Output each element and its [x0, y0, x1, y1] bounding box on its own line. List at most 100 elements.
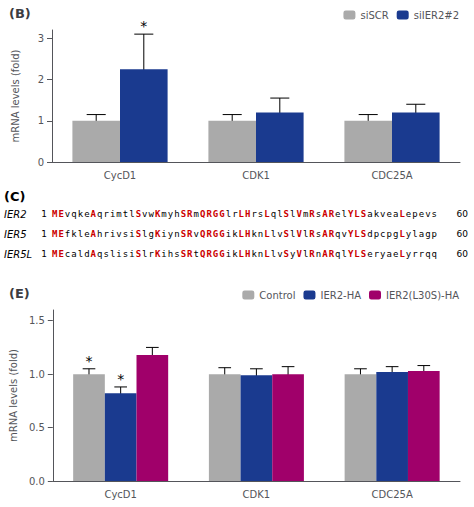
svg-text:R: R: [206, 209, 212, 219]
svg-text:(E): (E): [9, 286, 30, 301]
svg-text:G: G: [213, 209, 218, 219]
svg-text:s: s: [316, 209, 321, 219]
svg-text:S: S: [284, 229, 289, 239]
svg-text:1.0: 1.0: [29, 369, 45, 380]
svg-text:a: a: [387, 249, 392, 259]
svg-text:R: R: [187, 209, 193, 219]
svg-text:k: k: [374, 209, 380, 219]
svg-text:l: l: [110, 249, 115, 259]
svg-text:q: q: [432, 249, 437, 259]
svg-text:S: S: [361, 229, 366, 239]
svg-text:CDK1: CDK1: [242, 170, 270, 181]
svg-text:i: i: [129, 229, 134, 239]
svg-text:G: G: [219, 229, 224, 239]
svg-text:Y: Y: [348, 249, 354, 259]
svg-text:p: p: [387, 229, 392, 239]
svg-text:Q: Q: [200, 249, 206, 259]
svg-text:R: R: [309, 229, 315, 239]
svg-text:h: h: [97, 229, 102, 239]
svg-text:L: L: [264, 249, 270, 259]
svg-text:q: q: [335, 249, 340, 259]
svg-text:L: L: [264, 229, 270, 239]
svg-text:l: l: [142, 249, 147, 259]
svg-text:k: k: [232, 249, 238, 259]
svg-text:k: k: [251, 229, 257, 239]
svg-text:60: 60: [457, 249, 469, 259]
svg-text:R: R: [329, 209, 335, 219]
svg-text:S: S: [181, 229, 186, 239]
svg-text:i: i: [110, 209, 115, 219]
svg-text:i: i: [226, 249, 231, 259]
svg-text:q: q: [97, 249, 102, 259]
svg-text:r: r: [374, 249, 380, 259]
svg-text:(B): (B): [9, 6, 31, 21]
svg-text:H: H: [245, 209, 250, 219]
svg-text:r: r: [149, 249, 155, 259]
svg-text:a: a: [419, 229, 424, 239]
svg-text:s: s: [123, 249, 128, 259]
svg-text:k: k: [71, 229, 77, 239]
svg-text:m: m: [116, 209, 121, 219]
svg-text:A: A: [91, 229, 97, 239]
svg-text:l: l: [342, 209, 347, 219]
svg-text:a: a: [393, 209, 398, 219]
svg-text:p: p: [412, 209, 417, 219]
svg-text:l: l: [303, 229, 308, 239]
svg-text:v: v: [342, 229, 347, 239]
svg-text:i: i: [161, 229, 166, 239]
svg-text:q: q: [97, 209, 102, 219]
svg-text:L: L: [399, 249, 405, 259]
svg-text:S: S: [136, 209, 141, 219]
svg-text:*: *: [85, 353, 92, 369]
svg-text:l: l: [271, 229, 276, 239]
svg-text:e: e: [419, 209, 424, 219]
svg-text:t: t: [194, 249, 199, 259]
svg-text:60: 60: [457, 229, 469, 239]
svg-text:Q: Q: [200, 209, 206, 219]
svg-text:y: y: [290, 249, 296, 259]
svg-text:r: r: [103, 229, 109, 239]
svg-text:R: R: [329, 249, 335, 259]
svg-text:A: A: [91, 249, 97, 259]
svg-text:q: q: [335, 229, 340, 239]
svg-text:y: y: [380, 249, 386, 259]
svg-text:l: l: [226, 209, 231, 219]
svg-text:L: L: [264, 209, 270, 219]
svg-text:S: S: [284, 209, 289, 219]
svg-text:3: 3: [38, 33, 44, 44]
svg-text:IER2: IER2: [4, 209, 27, 220]
svg-text:v: v: [277, 249, 282, 259]
svg-text:S: S: [284, 249, 289, 259]
svg-text:r: r: [232, 209, 238, 219]
svg-text:1.5: 1.5: [29, 315, 45, 326]
svg-text:i: i: [226, 229, 231, 239]
svg-text:V: V: [296, 209, 302, 219]
svg-text:a: a: [71, 249, 76, 259]
svg-text:m: m: [161, 209, 166, 219]
svg-text:e: e: [84, 209, 89, 219]
svg-text:G: G: [219, 209, 224, 219]
svg-text:siSCR: siSCR: [360, 10, 388, 21]
svg-text:s: s: [316, 229, 321, 239]
svg-text:S: S: [136, 249, 141, 259]
svg-text:(C): (C): [4, 189, 25, 204]
svg-text:R: R: [187, 249, 193, 259]
svg-text:v: v: [277, 229, 282, 239]
svg-text:R: R: [206, 229, 212, 239]
svg-text:l: l: [277, 209, 282, 219]
svg-text:R: R: [309, 209, 315, 219]
svg-text:*: *: [117, 371, 124, 387]
svg-text:A: A: [91, 209, 97, 219]
svg-text:L: L: [239, 249, 245, 259]
svg-text:p: p: [374, 229, 379, 239]
svg-text:V: V: [296, 249, 302, 259]
svg-text:G: G: [213, 229, 218, 239]
svg-text:y: y: [406, 249, 412, 259]
svg-text:2: 2: [38, 74, 44, 85]
svg-text:G: G: [219, 249, 224, 259]
svg-text:L: L: [354, 249, 360, 259]
svg-text:A: A: [322, 229, 328, 239]
svg-text:q: q: [425, 249, 430, 259]
svg-text:i: i: [129, 249, 134, 259]
svg-text:q: q: [271, 209, 276, 219]
